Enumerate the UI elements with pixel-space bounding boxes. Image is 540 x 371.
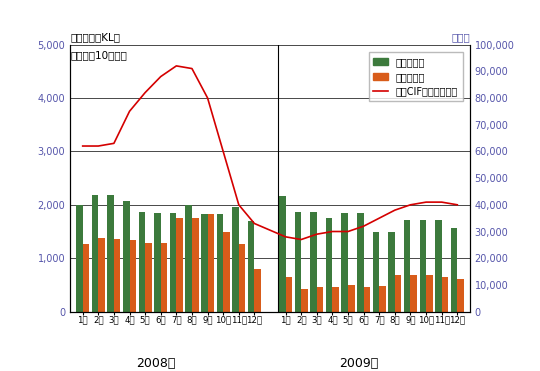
原油CIF価格（右軸） — [329, 229, 336, 234]
Line: 原油CIF価格（右軸）: 原油CIF価格（右軸） — [83, 66, 457, 240]
Bar — [379, 286, 386, 312]
Bar — [139, 212, 145, 312]
Bar — [388, 232, 395, 312]
原油CIF価格（右軸） — [423, 200, 429, 204]
Text: 輸入量（万KL）: 輸入量（万KL） — [70, 32, 120, 42]
Bar — [98, 238, 105, 312]
原油CIF価格（右軸） — [111, 141, 117, 145]
原油CIF価格（右軸） — [220, 149, 226, 154]
原油CIF価格（右軸） — [314, 232, 320, 236]
Bar — [357, 213, 363, 312]
原油CIF価格（右軸） — [204, 96, 211, 100]
Text: （円）: （円） — [451, 32, 470, 42]
Bar — [310, 212, 317, 312]
Bar — [326, 218, 333, 312]
原油CIF価格（右軸） — [173, 64, 180, 68]
Bar — [248, 221, 254, 312]
Bar — [123, 200, 130, 312]
原油CIF価格（右軸） — [142, 91, 149, 95]
Bar — [154, 213, 161, 312]
Bar — [286, 277, 292, 312]
Legend: 原油輸入量, 原油輸入額, 原油CIF価格（右軸）: 原油輸入量, 原油輸入額, 原油CIF価格（右軸） — [369, 52, 463, 102]
Bar — [177, 218, 183, 312]
Text: 2009年: 2009年 — [339, 357, 379, 370]
Bar — [426, 275, 433, 312]
原油CIF価格（右軸） — [79, 144, 86, 148]
Bar — [201, 214, 207, 312]
Bar — [301, 289, 308, 312]
原油CIF価格（右軸） — [188, 66, 195, 71]
Bar — [395, 275, 401, 312]
Bar — [170, 213, 177, 312]
Bar — [114, 239, 120, 312]
Text: 輸入額（10億円）: 輸入額（10億円） — [70, 50, 127, 60]
原油CIF価格（右軸） — [438, 200, 445, 204]
原油CIF価格（右軸） — [298, 237, 305, 242]
Bar — [295, 212, 301, 312]
Bar — [217, 214, 223, 312]
Bar — [92, 195, 98, 312]
Bar — [130, 240, 136, 312]
原油CIF価格（右軸） — [376, 216, 382, 220]
Bar — [435, 220, 442, 312]
Bar — [457, 279, 464, 312]
Bar — [404, 220, 410, 312]
Bar — [207, 214, 214, 312]
Bar — [420, 220, 426, 312]
Bar — [451, 228, 457, 312]
Bar — [223, 232, 230, 312]
Bar — [83, 244, 89, 312]
原油CIF価格（右軸） — [360, 224, 367, 229]
Bar — [254, 269, 261, 312]
Text: 2008年: 2008年 — [137, 357, 176, 370]
Bar — [348, 285, 355, 312]
原油CIF価格（右軸） — [407, 203, 414, 207]
原油CIF価格（右軸） — [392, 208, 398, 212]
Bar — [341, 213, 348, 312]
Bar — [145, 243, 152, 312]
Bar — [317, 287, 323, 312]
Bar — [363, 287, 370, 312]
Bar — [107, 195, 114, 312]
Bar — [279, 196, 286, 312]
原油CIF価格（右軸） — [454, 203, 461, 207]
原油CIF価格（右軸） — [126, 109, 133, 114]
Bar — [185, 205, 192, 312]
原油CIF価格（右軸） — [158, 74, 164, 79]
Bar — [161, 243, 167, 312]
原油CIF価格（右軸） — [345, 229, 352, 234]
Bar — [442, 278, 448, 312]
原油CIF価格（右軸） — [235, 203, 242, 207]
原油CIF価格（右軸） — [95, 144, 102, 148]
Bar — [239, 244, 245, 312]
原油CIF価格（右軸） — [251, 221, 258, 226]
Bar — [410, 275, 417, 312]
Bar — [76, 205, 83, 312]
原油CIF価格（右軸） — [282, 234, 289, 239]
Bar — [232, 207, 239, 312]
Bar — [192, 218, 199, 312]
Bar — [373, 232, 379, 312]
Bar — [333, 287, 339, 312]
